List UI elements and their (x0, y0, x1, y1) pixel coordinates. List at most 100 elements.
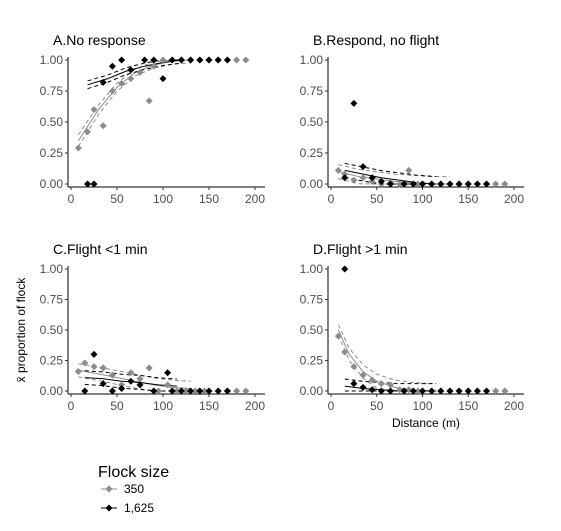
point-1625 (127, 66, 135, 74)
point-350 (359, 174, 367, 182)
point-1625 (473, 180, 481, 188)
point-1625 (419, 387, 426, 395)
point-1625 (400, 180, 408, 188)
point-350 (99, 364, 107, 372)
panel-title: A.No response (53, 32, 146, 48)
x-tick-label: 100 (412, 399, 432, 413)
point-1625 (118, 385, 126, 393)
point-1625 (437, 387, 445, 395)
point-1625 (483, 387, 491, 395)
point-1625 (350, 99, 358, 107)
point-1625 (409, 180, 417, 188)
y-tick-label: 0.00 (300, 384, 324, 398)
fit-lower-350 (77, 62, 191, 147)
point-1625 (150, 387, 158, 395)
point-350 (154, 387, 162, 395)
point-1625 (187, 56, 195, 64)
legend-label-1625: 1,625 (124, 501, 154, 515)
point-350 (74, 367, 82, 375)
y-tick-label: 0.00 (40, 384, 64, 398)
y-tick-label: 0.25 (40, 354, 64, 368)
point-350 (127, 369, 135, 377)
y-tick-label: 0.25 (300, 354, 324, 368)
point-1625 (359, 163, 367, 171)
point-350 (341, 170, 349, 178)
point-1625 (90, 180, 98, 188)
point-1625 (108, 62, 116, 70)
point-1625 (81, 387, 89, 395)
point-1625 (377, 387, 385, 395)
x-tick-label: 200 (245, 192, 265, 206)
fit-upper-1625 (344, 162, 437, 178)
y-tick-label: 0.75 (300, 293, 324, 307)
x-tick-label: 0 (328, 399, 335, 413)
fit-line-1625 (87, 59, 182, 86)
point-350 (492, 387, 500, 395)
point-350 (145, 97, 153, 105)
point-1625 (368, 386, 376, 394)
panel-c: C.Flight <1 min 0.00 0.25 0.50 0.75 1.00 0 50 10… (14, 241, 265, 413)
y-tick-label: 0.50 (40, 323, 64, 337)
point-350 (173, 387, 181, 395)
point-350 (118, 381, 126, 389)
point-1625 (177, 387, 185, 395)
point-1625 (168, 387, 176, 395)
y-tick-label: 0.00 (40, 177, 64, 191)
point-350 (492, 180, 500, 188)
point-1625 (359, 383, 367, 391)
y-tick-label: 0.75 (300, 84, 324, 98)
x-tick-label: 50 (370, 192, 384, 206)
point-350 (81, 359, 89, 367)
point-1625 (409, 387, 417, 395)
x-tick-label: 200 (504, 399, 524, 413)
fit-upper-1625 (87, 59, 182, 82)
point-1625 (400, 387, 408, 395)
fit-upper-350 (77, 59, 191, 136)
y-tick-label: 0.50 (300, 115, 324, 129)
point-1625 (205, 387, 213, 395)
x-tick-label: 100 (412, 192, 432, 206)
point-1625 (446, 387, 454, 395)
point-1625 (464, 387, 472, 395)
x-tick-label: 100 (153, 192, 173, 206)
x-tick-label: 150 (199, 192, 219, 206)
point-350 (150, 62, 158, 70)
x-tick-label: 150 (458, 192, 478, 206)
y-tick-label: 0.00 (300, 177, 324, 191)
fit-lower-1625 (344, 176, 437, 185)
point-1625 (187, 387, 195, 395)
point-350 (377, 380, 385, 388)
x-tick-label: 200 (504, 192, 524, 206)
point-1625 (446, 180, 454, 188)
point-1625 (223, 56, 231, 64)
point-1625 (386, 180, 394, 188)
y-tick-label: 1.00 (300, 53, 324, 67)
point-1625 (196, 56, 204, 64)
point-1625 (214, 56, 222, 64)
point-350 (341, 348, 349, 356)
point-350 (159, 56, 167, 64)
x-tick-label: 0 (68, 192, 75, 206)
point-350 (74, 144, 82, 152)
point-1625 (159, 75, 167, 83)
legend-title: Flock size (98, 464, 169, 481)
point-1625 (205, 56, 213, 64)
panel-d: D.Flight >1 min 0.00 0.25 0.50 0.75 1.00 0 50 10… (300, 241, 525, 430)
point-350 (405, 166, 413, 174)
x-tick-label: 0 (68, 399, 75, 413)
point-1625 (386, 387, 394, 395)
point-350 (414, 180, 422, 188)
fit-upper-350 (338, 164, 450, 178)
point-1625 (177, 56, 185, 64)
point-1625 (99, 380, 107, 388)
x-tick-label: 150 (458, 399, 478, 413)
point-1625 (99, 78, 107, 86)
point-350 (368, 178, 376, 186)
point-350 (359, 371, 367, 379)
point-350 (334, 332, 342, 340)
fit-upper-350 (78, 363, 191, 382)
point-350 (84, 128, 92, 136)
point-1625 (473, 387, 481, 395)
